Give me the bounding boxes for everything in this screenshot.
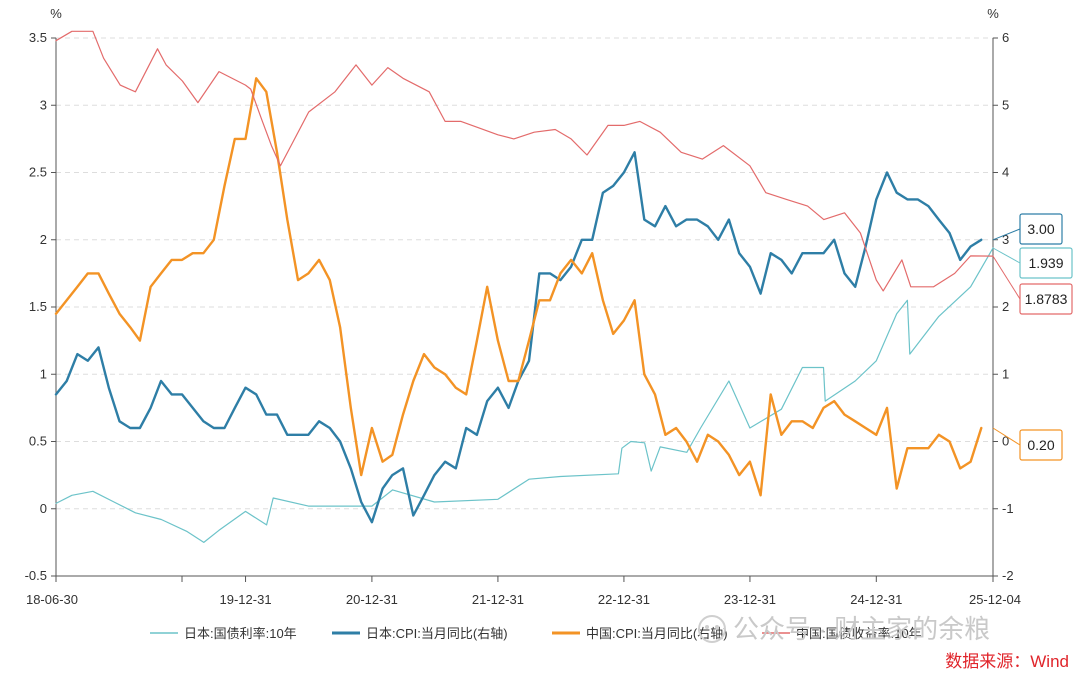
callouts: 3.00 1.939 1.8783 0.20 [992,213,1073,461]
x-tick-label: 19-12-31 [220,592,272,607]
callout-label: 1.939 [1028,255,1063,271]
left-tick-label: 3.5 [29,30,47,45]
x-tick-label: 25-12-04 [969,592,1021,607]
left-tick-label: 2 [40,232,47,247]
legend-label: 中国:国债收益率:10年 [796,626,922,641]
grid [56,37,993,577]
left-tick-label: -0.5 [25,568,47,583]
wechat-icon [698,615,726,643]
wechat-icon-eye-right [715,625,719,629]
left-tick-label: 1 [40,366,47,381]
callout-box [1019,247,1073,279]
legend-label: 日本:CPI:当月同比(右轴) [366,626,508,641]
x-tick-label: 20-12-31 [346,592,398,607]
series-layer [54,30,994,544]
right-tick-label: 6 [1002,30,1009,45]
series-line-2 [54,151,983,524]
callout-box [1019,429,1063,461]
wechat-icon-eye-left [705,625,709,629]
right-tick-label: 1 [1002,366,1009,381]
watermark: 公众号 · 财主家的余粮 [698,614,990,644]
x-tick-label: 22-12-31 [598,592,650,607]
left-tick-label: 2.5 [29,165,47,180]
watermark-text: 公众号 · 财主家的余粮 [733,614,990,644]
axes: 3.5 3 2.5 2 1.5 1 0.5 0 -0.5 6 5 4 3 2 1 0 -1 -2% % 18-06-3… [25,6,1021,607]
right-tick-label: -2 [1002,568,1014,583]
series-line-3 [54,77,983,497]
callout-leader [992,247,1021,264]
source-label: 数据来源：Wind [945,652,1069,671]
right-tick-label: 0 [1002,434,1009,449]
right-axis-unit: % [987,6,999,21]
left-tick-label: 0.5 [29,434,47,449]
x-tick-label: 24-12-31 [850,592,902,607]
left-tick-label: 1.5 [29,299,47,314]
callout-leader [992,228,1021,241]
x-tick-label: 18-06-30 [26,592,78,607]
callout-label: 0.20 [1027,437,1054,453]
right-tick-label: 4 [1002,165,1009,180]
callout-label: 3.00 [1027,221,1054,237]
left-tick-label: 3 [40,97,47,112]
x-tick-label: 23-12-31 [724,592,776,607]
right-tick-label: -1 [1002,501,1014,516]
callout-leader [992,255,1021,300]
right-tick-label: 3 [1002,232,1009,247]
left-axis-unit: % [50,6,62,21]
right-tick-label: 2 [1002,299,1009,314]
legend-label: 中国:CPI:当月同比(右轴) [586,626,728,641]
callout-leader [992,427,1021,446]
right-tick-label: 5 [1002,97,1009,112]
callout-box [1019,213,1063,245]
left-tick-label: 0 [40,501,47,516]
series-line-4 [55,30,994,292]
callout-box [1019,283,1073,315]
x-tick-label: 21-12-31 [472,592,524,607]
callout-label: 1.8783 [1025,291,1068,307]
series-line-1 [55,247,994,544]
legend: 日本:国债利率:10年 日本:CPI:当月同比(右轴) 中国:CPI:当月同比(右轴… [150,626,922,641]
legend-label: 日本:国债利率:10年 [184,626,297,641]
